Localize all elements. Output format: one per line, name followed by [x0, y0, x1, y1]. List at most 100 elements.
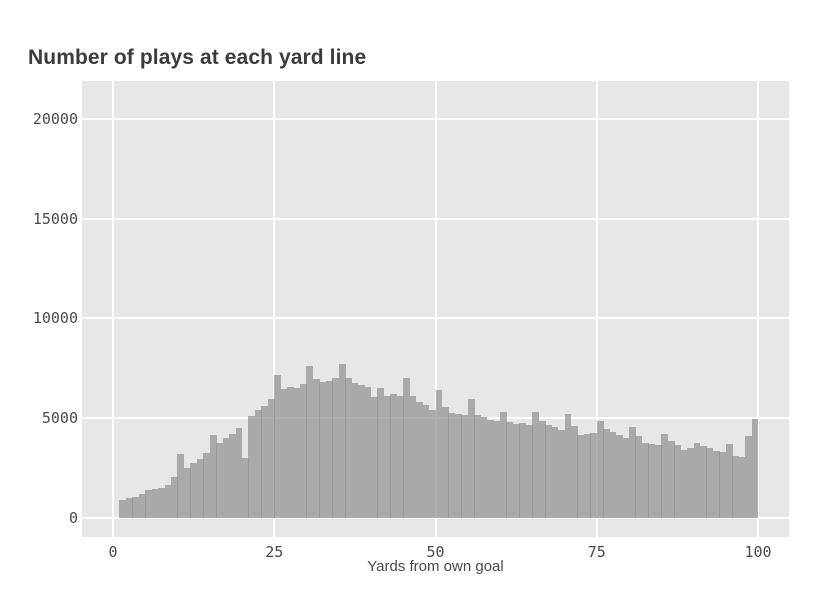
histogram-bar [435, 390, 443, 519]
histogram-bar [441, 407, 449, 519]
histogram-bar [370, 397, 378, 519]
histogram-bar [467, 399, 475, 519]
histogram-bar [719, 452, 727, 519]
histogram-bar [358, 385, 365, 519]
histogram-bar [345, 378, 352, 519]
histogram-bar [171, 477, 178, 519]
x-tick-label: 0 [108, 543, 118, 561]
histogram-bar [448, 413, 456, 519]
histogram-bar [332, 378, 340, 519]
histogram-bar [396, 396, 404, 519]
y-tick-label: 0 [68, 509, 78, 528]
histogram-bar [603, 429, 611, 519]
histogram-bar [654, 445, 662, 519]
histogram-bar [545, 425, 552, 519]
histogram-bar [254, 410, 262, 519]
histogram-bar [674, 445, 681, 519]
histogram-bar [409, 396, 417, 519]
y-tick-label: 20000 [32, 109, 78, 128]
histogram-bar [261, 406, 269, 519]
histogram-bar [351, 383, 359, 519]
histogram-bar [196, 459, 204, 519]
x-tick-label: 100 [744, 543, 772, 561]
histogram-bar [487, 420, 494, 519]
histogram-bar [525, 425, 533, 519]
histogram-bar [506, 422, 514, 519]
gridline-vertical [595, 81, 598, 537]
histogram-bar [538, 421, 546, 519]
gridline-vertical [111, 81, 114, 537]
histogram-bar [629, 427, 636, 519]
histogram-bar [738, 457, 746, 519]
histogram-bar [454, 414, 462, 519]
gridline-vertical [757, 81, 760, 537]
histogram-bar [706, 448, 714, 519]
histogram-bar [622, 438, 630, 519]
histogram-bar [532, 412, 540, 519]
histogram-bar [145, 490, 152, 519]
histogram-bar [190, 463, 198, 519]
histogram-bar [325, 381, 333, 519]
histogram-bar [119, 500, 127, 519]
histogram-bar [312, 379, 320, 519]
histogram-bar [177, 454, 185, 519]
plot-panel [82, 81, 789, 537]
histogram-bar [725, 444, 733, 519]
histogram-bar [635, 436, 643, 519]
histogram-bar [577, 435, 585, 519]
gridline-vertical [273, 81, 276, 537]
histogram-bar [596, 421, 604, 519]
histogram-bar [732, 456, 740, 519]
histogram-bar [403, 378, 411, 519]
histogram-bar [293, 388, 301, 519]
histogram-bar [280, 389, 288, 519]
histogram-bar [209, 435, 217, 519]
histogram-bar [274, 375, 282, 519]
histogram-bar [222, 438, 230, 519]
histogram-bar [745, 436, 752, 519]
histogram-bar [132, 497, 140, 519]
histogram-bar [474, 415, 481, 519]
histogram-bar [512, 424, 520, 519]
histogram-bar [616, 435, 623, 519]
chart-title: Number of plays at each yard line [28, 46, 367, 69]
histogram-bar [667, 441, 675, 519]
histogram-bar [519, 423, 527, 519]
y-tick-label: 15000 [32, 209, 78, 228]
x-axis-title: Yards from own goal [367, 558, 504, 575]
histogram-bar [493, 421, 501, 519]
histogram-bar [416, 402, 423, 519]
histogram-bar [422, 405, 430, 519]
histogram-bar [229, 434, 236, 519]
histogram-bar [248, 416, 256, 519]
histogram-bar [558, 430, 565, 519]
histogram-bar [687, 448, 694, 519]
histogram-bar [429, 410, 436, 519]
gridline-vertical [434, 81, 437, 537]
histogram-bar [564, 414, 572, 519]
histogram-bar [216, 443, 223, 519]
histogram-bar [699, 446, 707, 519]
histogram-bar [338, 364, 346, 519]
histogram-bar [306, 366, 314, 519]
histogram-bar [151, 489, 159, 519]
histogram-bar [300, 384, 307, 519]
histogram-bar [125, 498, 133, 519]
histogram-bar [158, 488, 165, 519]
y-tick-label: 5000 [41, 409, 78, 428]
x-tick-label: 50 [426, 543, 445, 561]
histogram-bar [751, 419, 759, 519]
histogram-bar [500, 412, 507, 519]
x-tick-label: 25 [265, 543, 284, 561]
histogram-bar [551, 427, 559, 519]
histogram-bar [680, 450, 688, 519]
histogram-bar [641, 443, 649, 519]
histogram-bar [241, 458, 249, 519]
histogram-bar [570, 426, 578, 519]
histogram-bar [609, 432, 617, 519]
histogram-bar [583, 434, 591, 519]
histogram-bar [461, 415, 469, 519]
histogram-bar [203, 453, 211, 519]
histogram-bar [693, 443, 701, 519]
